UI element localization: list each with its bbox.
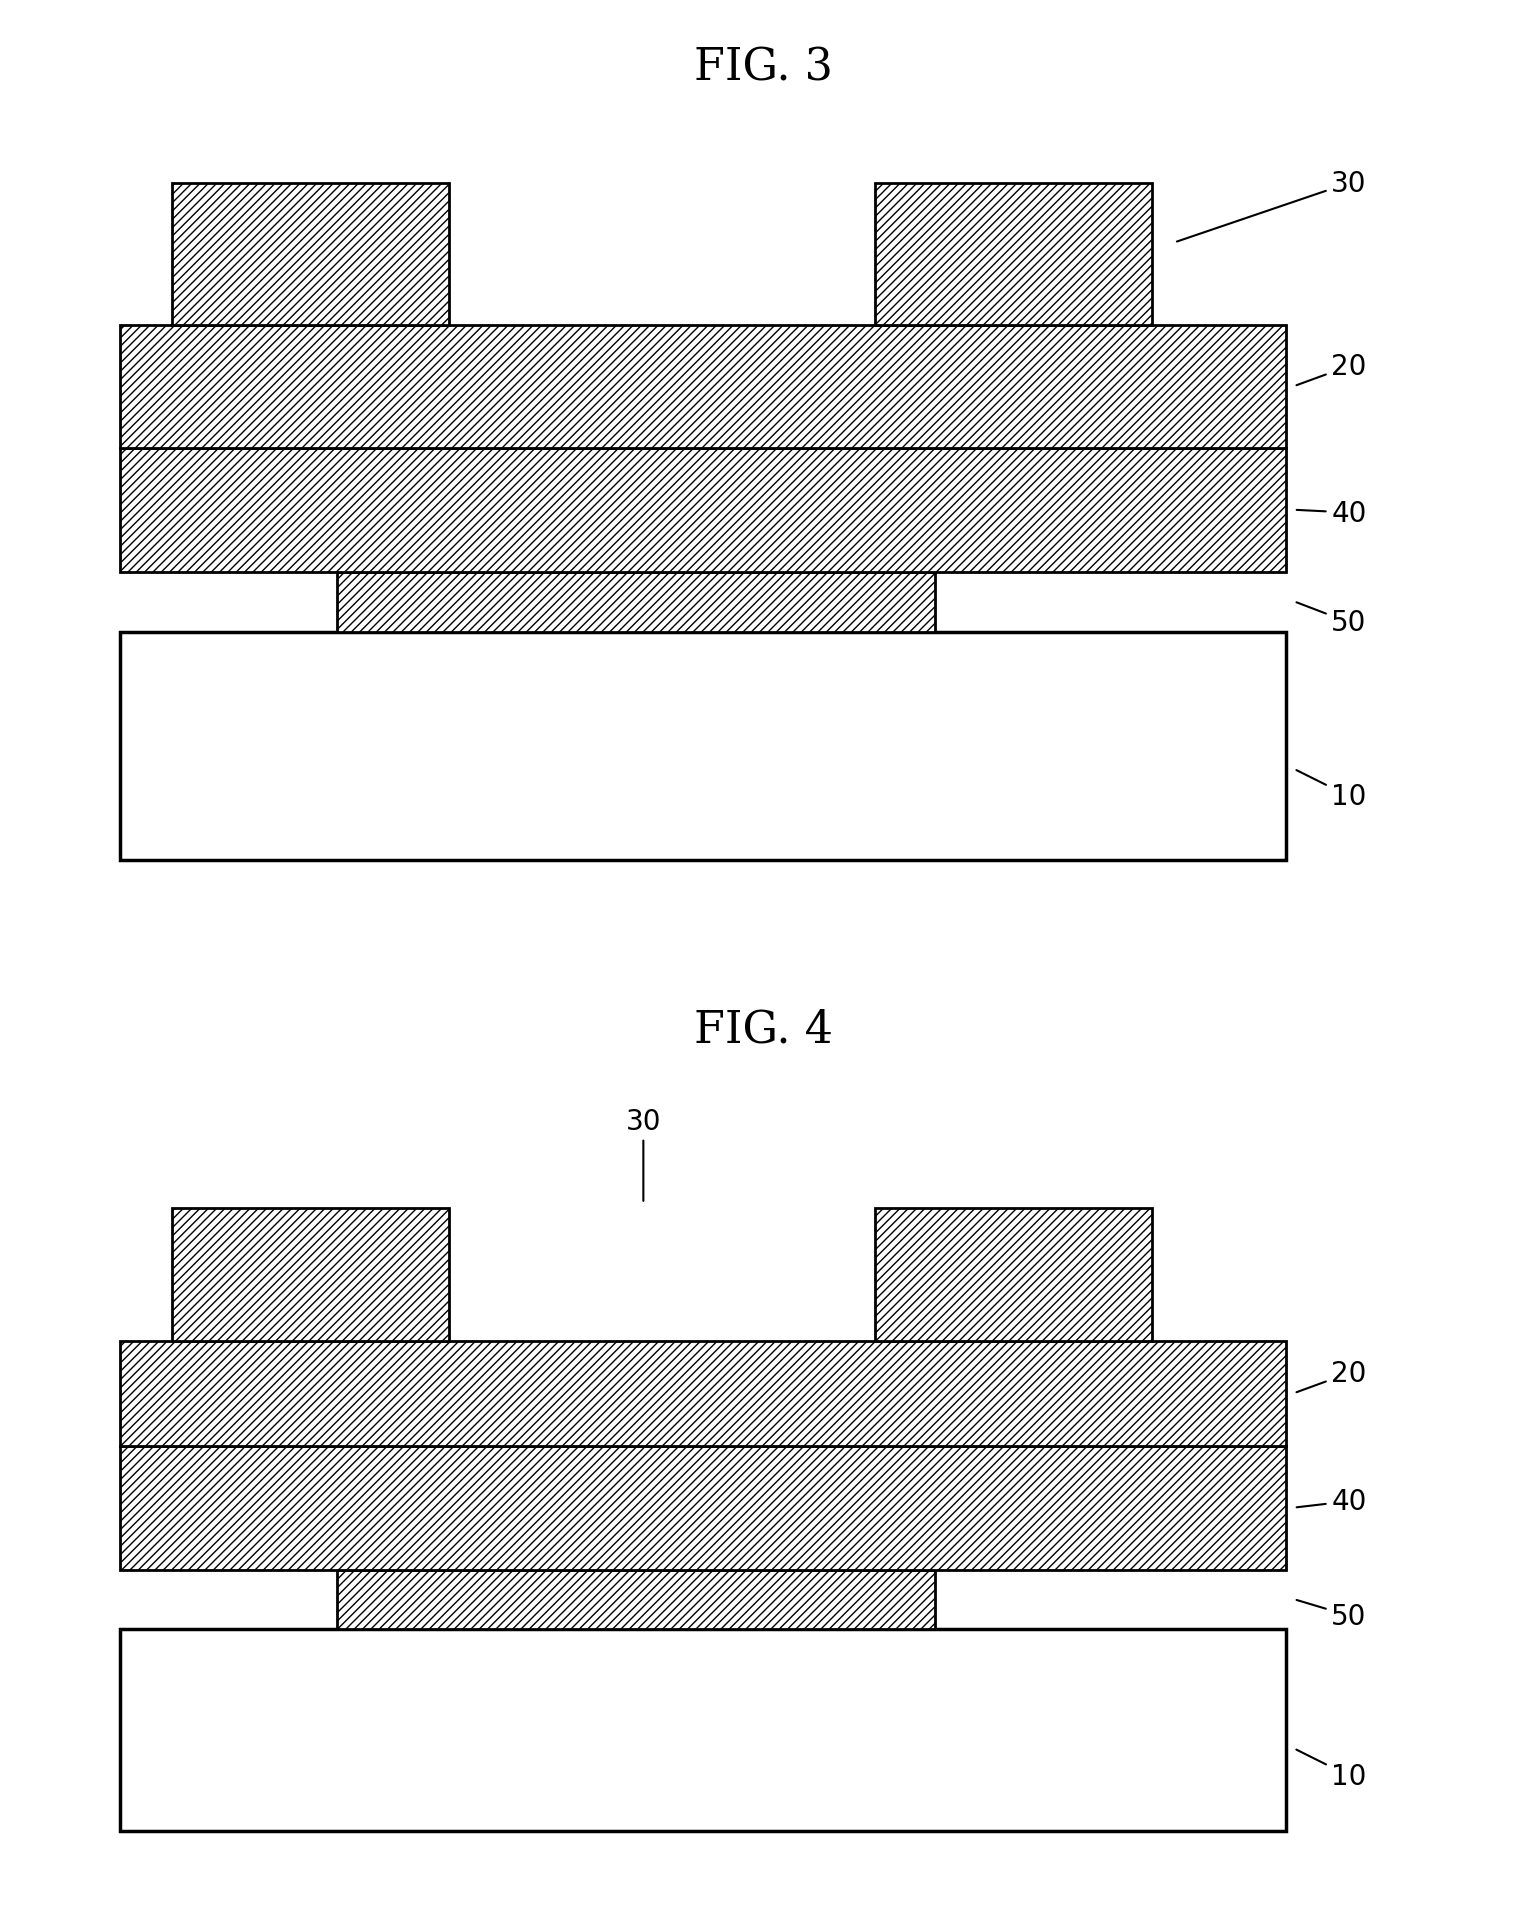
- Text: 20: 20: [1297, 352, 1367, 387]
- Bar: [337, 572, 935, 632]
- Bar: [121, 1447, 1286, 1569]
- Text: 40: 40: [1297, 1487, 1367, 1516]
- Text: 50: 50: [1297, 1600, 1367, 1631]
- Text: 40: 40: [1297, 500, 1367, 526]
- Bar: [121, 325, 1286, 450]
- Text: 30: 30: [1177, 170, 1367, 243]
- Bar: [876, 184, 1152, 325]
- Text: 30: 30: [626, 1108, 661, 1202]
- Bar: [121, 450, 1286, 572]
- Bar: [172, 184, 449, 325]
- Bar: [337, 1569, 935, 1629]
- Text: FIG. 3: FIG. 3: [693, 46, 833, 90]
- Bar: [876, 1208, 1152, 1342]
- Bar: [121, 1629, 1286, 1832]
- Text: 10: 10: [1297, 1749, 1367, 1790]
- Text: 10: 10: [1297, 771, 1367, 812]
- Text: 20: 20: [1297, 1359, 1367, 1393]
- Bar: [121, 632, 1286, 861]
- Bar: [121, 1342, 1286, 1447]
- Text: 50: 50: [1297, 603, 1367, 637]
- Text: FIG. 4: FIG. 4: [693, 1007, 833, 1051]
- Bar: [172, 1208, 449, 1342]
